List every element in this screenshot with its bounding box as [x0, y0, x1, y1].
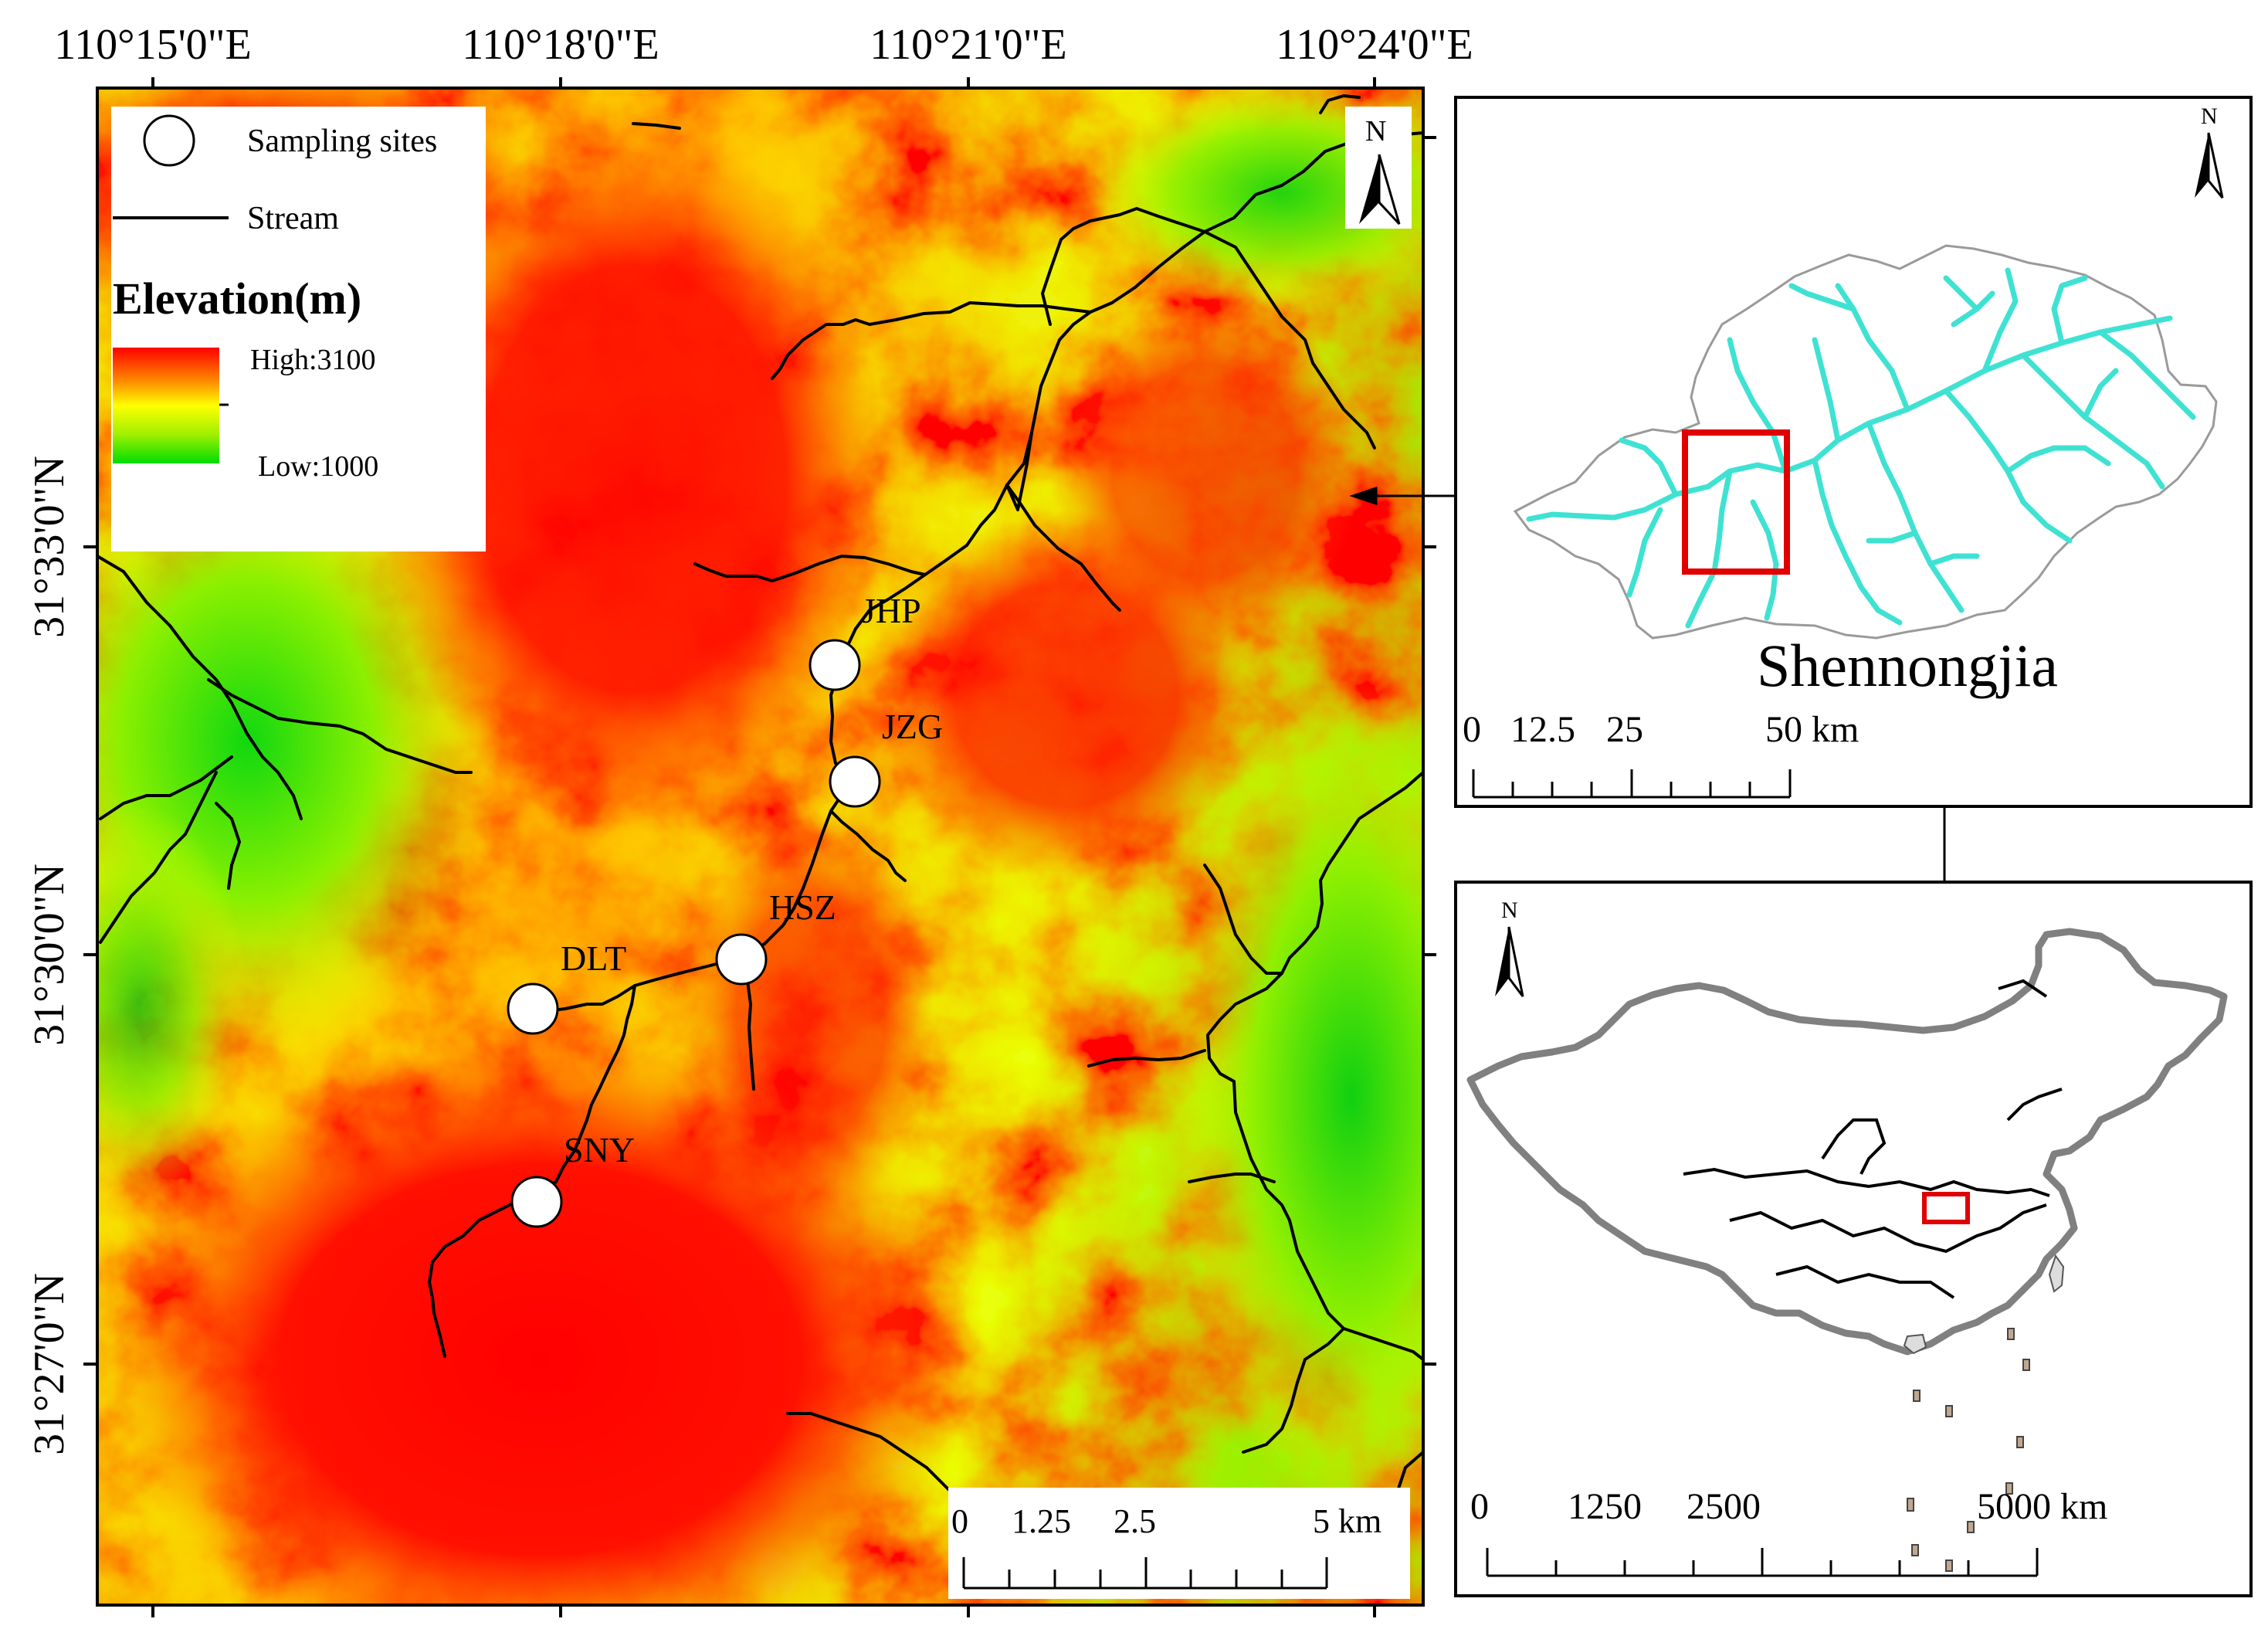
- scale-tick-0: 0: [1463, 709, 1481, 750]
- scale-end: 5 km: [1313, 1502, 1381, 1540]
- longitude-labels: 110°15'0"E 110°18'0"E 110°21'0"E 110°24'…: [54, 21, 1473, 69]
- legend-stream: Stream: [247, 201, 339, 236]
- north-label: N: [1501, 898, 1518, 923]
- south-china-sea-islands: [1907, 1328, 2030, 1572]
- site-label: DLT: [561, 938, 626, 978]
- site-jhp[interactable]: JHP: [809, 591, 921, 691]
- north-label: N: [1365, 115, 1386, 148]
- elevation-color-ramp: [113, 348, 219, 463]
- shennongjia-river-network: [1526, 267, 2196, 629]
- site-sny[interactable]: SNY: [510, 1130, 635, 1228]
- graticule-ticks: [83, 77, 1436, 1617]
- hainan-island: [1903, 1333, 1927, 1355]
- longitude-label: 110°21'0"E: [870, 21, 1066, 69]
- inset-scale-bar: 0 12.5 25 50 km: [1463, 709, 1859, 799]
- taiwan-island: [2048, 1254, 2065, 1293]
- longitude-label: 110°18'0"E: [462, 21, 659, 69]
- elevation-raster: [97, 88, 1423, 1605]
- site-label: JHP: [862, 591, 921, 630]
- inset-title: Shennongjia: [1757, 632, 2058, 699]
- china-inset: N 0 1250 2500 5000 km: [1454, 881, 2253, 1597]
- longitude-label: 110°15'0"E: [54, 21, 251, 69]
- scale-tick-0: 0: [1470, 1486, 1489, 1527]
- scale-tick-1: 1250: [1568, 1486, 1642, 1527]
- shennongjia-location-highlight: [1922, 1192, 1970, 1224]
- elevation-map: JHP JZG HSZ DLT SNY Sampling site: [25, 21, 1473, 1617]
- site-label: SNY: [564, 1130, 635, 1169]
- legend-high: High:3100: [250, 344, 376, 376]
- scale-tick-0: 0: [951, 1502, 968, 1540]
- legend-elevation-title: Elevation(m): [113, 273, 361, 324]
- stream-nw-branch: [1041, 207, 1206, 326]
- scale-tick-1: 12.5: [1510, 709, 1575, 750]
- latitude-label: 31°30'0"N: [25, 864, 73, 1046]
- inset-scale-bar: 0 1250 2500 5000 km: [1470, 1486, 2107, 1577]
- site-dlt[interactable]: DLT: [507, 938, 626, 1035]
- legend-low: Low:1000: [258, 450, 378, 483]
- main-scale-bar: 0 1.25 2.5 5 km: [948, 1488, 1410, 1599]
- inset-north-arrow: N: [1495, 898, 1524, 997]
- latitude-labels: 31°33'0"N 31°30'0"N 31°27'0"N: [25, 456, 73, 1455]
- scale-end: 5000 km: [1977, 1486, 2107, 1527]
- north-label: N: [2201, 104, 2218, 129]
- scale-tick-2: 2.5: [1114, 1502, 1156, 1540]
- site-hsz[interactable]: HSZ: [715, 887, 836, 986]
- china-outline: [1466, 928, 2228, 1356]
- shennongjia-inset: Shennongjia N 0 12.5 25 50 km: [1454, 96, 2253, 808]
- shennongjia-boundary: [1513, 244, 2218, 640]
- sampling-site-legend-symbol: [143, 114, 195, 167]
- latitude-label: 31°33'0"N: [25, 456, 73, 638]
- scale-tick-2: 25: [1606, 709, 1643, 750]
- sampling-sites: JHP JZG HSZ DLT SNY: [507, 591, 943, 1228]
- site-label: HSZ: [769, 887, 836, 927]
- china-rivers: [1683, 979, 2063, 1299]
- main-north-arrow: N: [1345, 107, 1412, 229]
- study-area-highlight: [1682, 429, 1790, 575]
- main-map-frame: [96, 87, 1425, 1607]
- stream-network: [97, 94, 1423, 1539]
- scale-end: 50 km: [1765, 709, 1859, 750]
- map-legend: Sampling sites Stream Elevation(m) High:…: [111, 107, 486, 551]
- site-jzg[interactable]: JZG: [829, 707, 943, 808]
- longitude-label: 110°24'0"E: [1276, 21, 1473, 69]
- scale-tick-2: 2500: [1687, 1486, 1761, 1527]
- latitude-label: 31°27'0"N: [25, 1273, 73, 1455]
- inset-north-arrow: N: [2195, 104, 2224, 199]
- scale-tick-1: 1.25: [1012, 1502, 1071, 1540]
- site-label: JZG: [882, 707, 943, 746]
- legend-sampling-sites: Sampling sites: [247, 124, 437, 159]
